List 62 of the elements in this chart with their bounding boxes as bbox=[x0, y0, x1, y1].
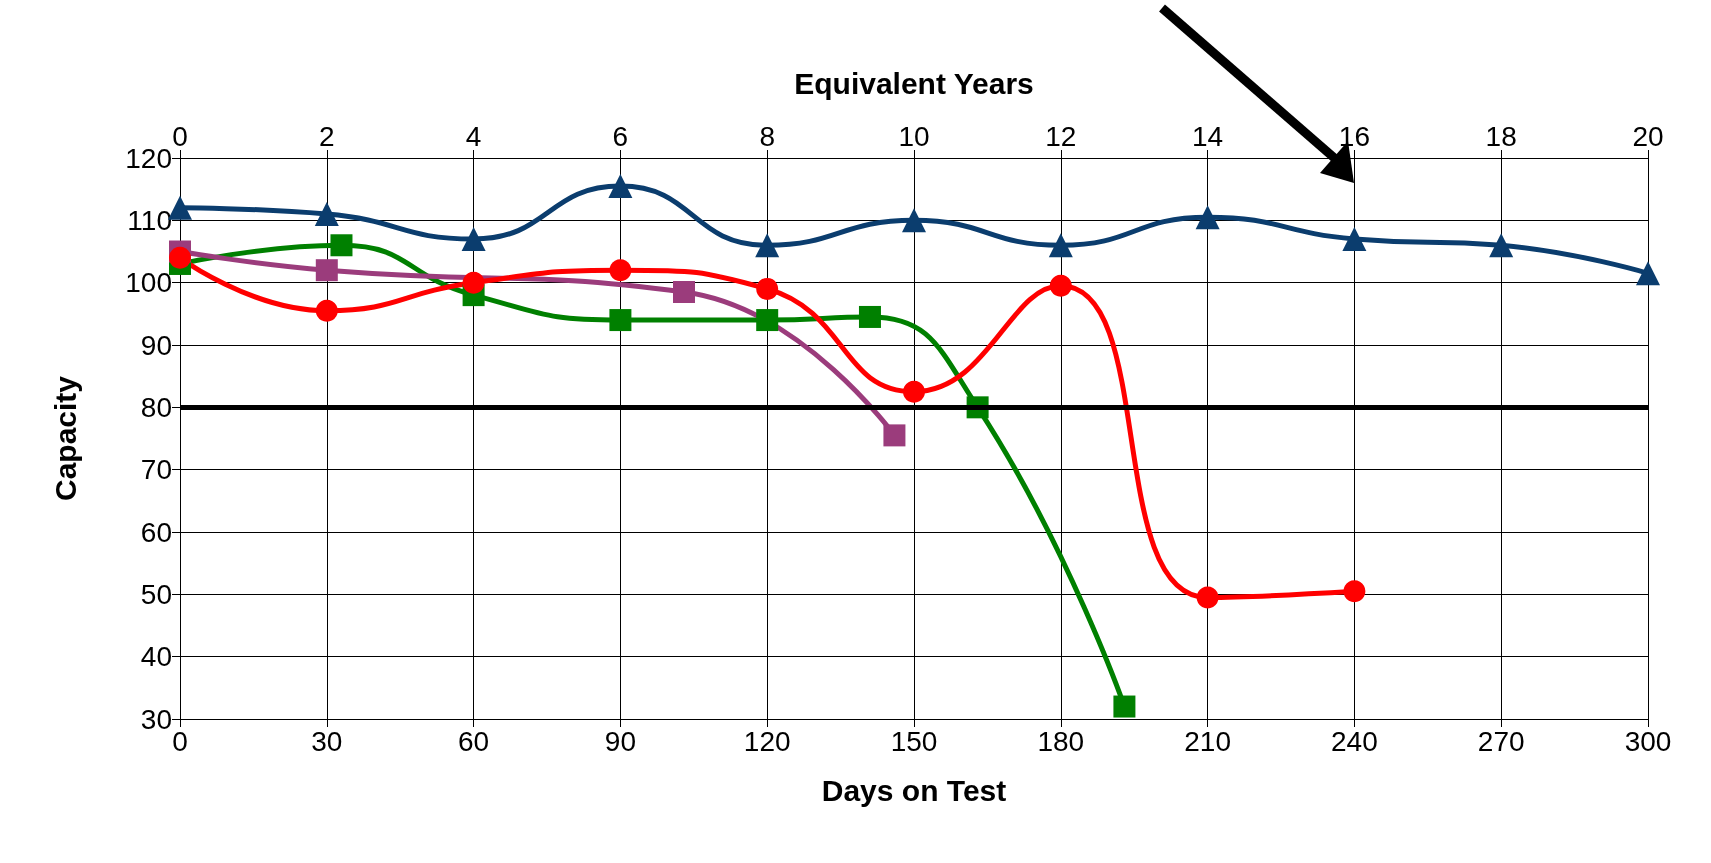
point bbox=[858, 305, 881, 328]
y-tick-label: 100 bbox=[125, 267, 172, 299]
point bbox=[330, 234, 353, 257]
point bbox=[883, 424, 906, 447]
x2-tick-label: 2 bbox=[319, 120, 335, 152]
y-tick-label: 90 bbox=[140, 329, 172, 361]
point bbox=[756, 309, 779, 332]
x-tick-label: 60 bbox=[458, 725, 490, 757]
x2-tick-label: 14 bbox=[1192, 120, 1224, 152]
x2-tick-label: 0 bbox=[172, 120, 188, 152]
y-tick-label: 80 bbox=[140, 391, 172, 423]
point bbox=[673, 281, 696, 304]
point bbox=[903, 380, 925, 403]
point bbox=[608, 174, 633, 199]
x2-tick-label: 20 bbox=[1632, 120, 1664, 152]
x-tick-label: 180 bbox=[1037, 725, 1085, 757]
point bbox=[461, 227, 486, 252]
x-tick-label: 150 bbox=[890, 725, 938, 757]
x2-tick-label: 10 bbox=[898, 120, 930, 152]
x-tick-label: 120 bbox=[743, 725, 791, 757]
point bbox=[1196, 586, 1219, 609]
x2-tick-label: 16 bbox=[1338, 120, 1370, 152]
point bbox=[169, 246, 191, 269]
x2-tick-label: 12 bbox=[1045, 120, 1077, 152]
x-tick-label: 270 bbox=[1477, 725, 1525, 757]
point bbox=[315, 259, 338, 282]
point bbox=[1489, 233, 1514, 258]
x-tick-label: 0 bbox=[172, 725, 188, 757]
x-tick-label: 210 bbox=[1184, 725, 1231, 757]
y-tick-label: 110 bbox=[127, 204, 172, 236]
y-tick-label: 50 bbox=[140, 578, 172, 610]
x2-tick-label: 18 bbox=[1485, 120, 1517, 152]
point bbox=[462, 271, 485, 294]
x2-axis-title: Equivalent Years bbox=[794, 66, 1034, 100]
y-tick-label: 120 bbox=[125, 142, 172, 174]
point bbox=[755, 233, 780, 258]
y-tick-label: 40 bbox=[140, 641, 172, 673]
x-tick-label: 90 bbox=[604, 725, 636, 757]
x-axis-title: Days on Test bbox=[821, 773, 1007, 807]
point bbox=[1343, 580, 1366, 603]
point bbox=[609, 259, 632, 282]
x-tick-label: 240 bbox=[1331, 725, 1378, 757]
point bbox=[609, 309, 632, 332]
x2-tick-label: 8 bbox=[759, 120, 775, 152]
x-tick-label: 30 bbox=[311, 725, 343, 757]
y-tick-label: 60 bbox=[140, 516, 172, 548]
point bbox=[1049, 274, 1072, 297]
x2-tick-label: 4 bbox=[465, 120, 482, 152]
x2-tick-label: 6 bbox=[612, 120, 629, 152]
point bbox=[1195, 205, 1220, 230]
point bbox=[315, 299, 338, 322]
point bbox=[314, 202, 339, 227]
point bbox=[902, 208, 926, 233]
y-axis-title: Capacity bbox=[48, 375, 82, 502]
point bbox=[1113, 695, 1136, 718]
point bbox=[1048, 233, 1073, 258]
x-tick-label: 300 bbox=[1624, 725, 1672, 757]
point bbox=[1636, 261, 1660, 286]
point bbox=[756, 277, 779, 300]
y-tick-label: 30 bbox=[140, 703, 172, 735]
point bbox=[1342, 227, 1367, 252]
y-tick-label: 70 bbox=[140, 454, 172, 486]
